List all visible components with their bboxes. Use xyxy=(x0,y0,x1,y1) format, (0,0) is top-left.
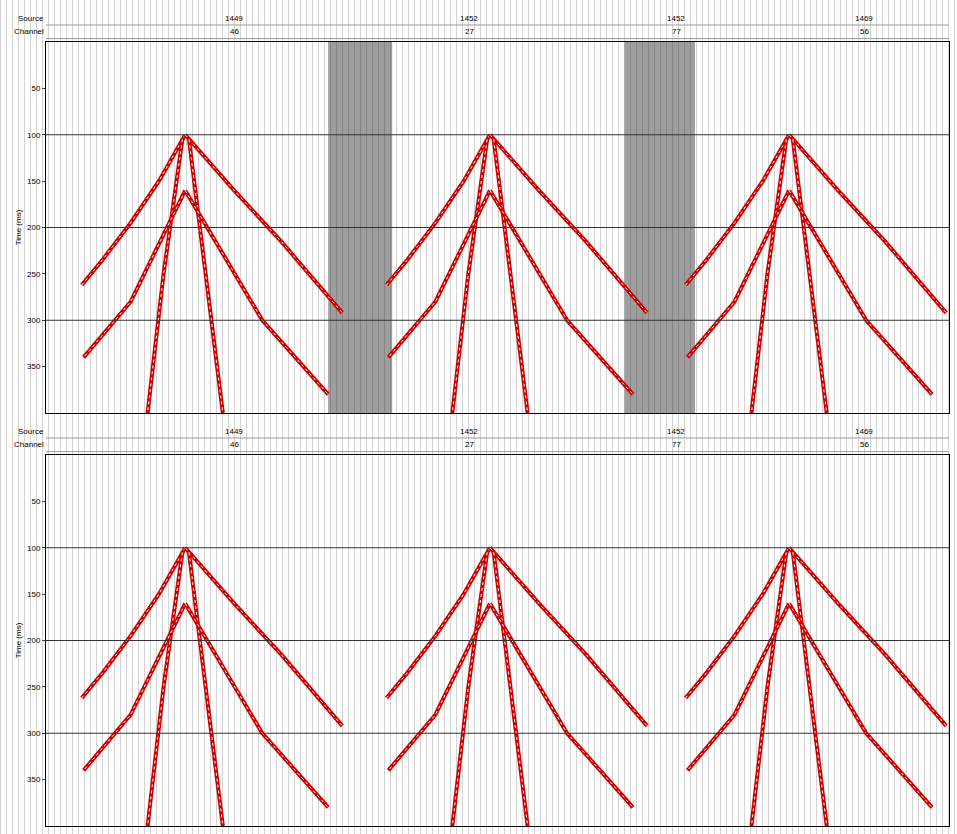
svg-text:1469: 1469 xyxy=(855,427,873,436)
svg-text:300: 300 xyxy=(27,729,41,738)
svg-text:Channel: Channel xyxy=(14,440,44,449)
svg-text:50: 50 xyxy=(31,84,40,93)
svg-text:1452: 1452 xyxy=(460,14,478,23)
svg-text:Channel: Channel xyxy=(14,27,44,36)
svg-text:46: 46 xyxy=(230,27,239,36)
svg-text:100: 100 xyxy=(27,544,41,553)
svg-text:Time (ms): Time (ms) xyxy=(14,209,23,245)
svg-text:100: 100 xyxy=(27,131,41,140)
svg-text:56: 56 xyxy=(860,27,869,36)
svg-text:46: 46 xyxy=(230,440,239,449)
svg-text:27: 27 xyxy=(465,27,474,36)
svg-text:1452: 1452 xyxy=(460,427,478,436)
svg-text:250: 250 xyxy=(27,683,41,692)
svg-text:1452: 1452 xyxy=(667,14,685,23)
svg-text:27: 27 xyxy=(465,440,474,449)
svg-text:350: 350 xyxy=(27,362,41,371)
svg-text:50: 50 xyxy=(31,497,40,506)
svg-text:Source: Source xyxy=(18,14,44,23)
svg-text:1469: 1469 xyxy=(855,14,873,23)
svg-text:Source: Source xyxy=(18,427,44,436)
svg-text:77: 77 xyxy=(672,27,681,36)
svg-text:350: 350 xyxy=(27,775,41,784)
svg-text:200: 200 xyxy=(27,223,41,232)
svg-text:1452: 1452 xyxy=(667,427,685,436)
svg-text:150: 150 xyxy=(27,177,41,186)
svg-text:200: 200 xyxy=(27,636,41,645)
svg-text:300: 300 xyxy=(27,316,41,325)
svg-text:Time (ms): Time (ms) xyxy=(14,622,23,658)
svg-text:250: 250 xyxy=(27,270,41,279)
svg-text:77: 77 xyxy=(672,440,681,449)
svg-text:150: 150 xyxy=(27,590,41,599)
svg-text:1449: 1449 xyxy=(225,14,243,23)
svg-text:1449: 1449 xyxy=(225,427,243,436)
svg-text:56: 56 xyxy=(860,440,869,449)
